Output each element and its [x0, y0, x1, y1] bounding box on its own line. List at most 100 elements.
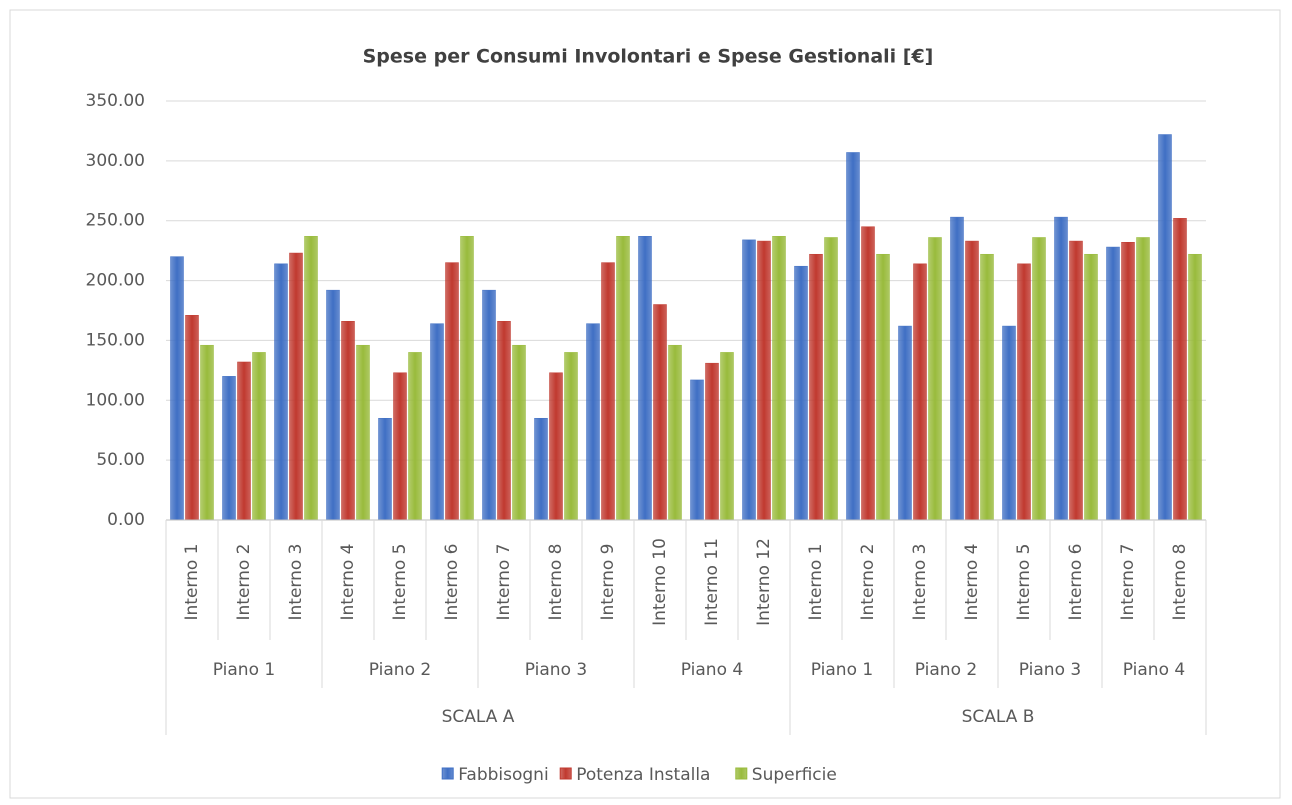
- bar: [1173, 218, 1187, 521]
- bar: [408, 352, 422, 521]
- bar: [252, 352, 266, 521]
- bar: [274, 263, 288, 521]
- x-tick-label: Interno 1: [806, 544, 826, 621]
- bar: [720, 352, 734, 521]
- bar: [965, 240, 979, 521]
- bar: [861, 226, 875, 521]
- bar: [534, 417, 548, 521]
- bar: [846, 152, 860, 521]
- bar: [653, 304, 667, 521]
- y-tick-label: 250.00: [86, 211, 145, 231]
- x-tick-label: Interno 11: [702, 538, 722, 626]
- x-tick-label: Interno 6: [1066, 544, 1086, 621]
- bar: [326, 289, 340, 521]
- bar: [356, 344, 370, 521]
- bar: [757, 240, 771, 521]
- bar: [445, 262, 459, 521]
- legend-label: Potenza Installa: [576, 765, 710, 785]
- bar: [497, 321, 511, 521]
- bar: [794, 265, 808, 521]
- bar: [1032, 237, 1046, 521]
- bar: [304, 236, 318, 521]
- bar: [237, 361, 251, 521]
- bar: [185, 315, 199, 521]
- x-tick-label: Interno 2: [858, 544, 878, 621]
- bar: [705, 362, 719, 521]
- legend-swatch: [441, 767, 454, 780]
- bar: [980, 253, 994, 521]
- bar: [690, 379, 704, 521]
- bar: [601, 262, 615, 521]
- x-tick-label: Interno 1: [182, 544, 202, 621]
- x-tick-label: Interno 7: [494, 544, 514, 621]
- piano-label: Piano 1: [213, 660, 275, 680]
- piano-label: Piano 2: [369, 660, 431, 680]
- bar: [430, 323, 444, 521]
- scala-label: SCALA B: [962, 707, 1035, 727]
- bar: [482, 289, 496, 521]
- y-tick-label: 300.00: [86, 151, 145, 171]
- bar: [742, 239, 756, 521]
- bar: [378, 417, 392, 521]
- piano-label: Piano 1: [811, 660, 873, 680]
- y-tick-label: 100.00: [86, 390, 145, 410]
- x-tick-label: Interno 6: [442, 544, 462, 621]
- bar: [668, 344, 682, 521]
- x-tick-label: Interno 3: [910, 544, 930, 621]
- bar: [564, 352, 578, 521]
- legend-swatch: [559, 767, 572, 780]
- piano-label: Piano 4: [1123, 660, 1185, 680]
- piano-label: Piano 3: [1019, 660, 1081, 680]
- bar: [809, 253, 823, 521]
- x-tick-label: Interno 3: [286, 544, 306, 621]
- bar: [200, 344, 214, 521]
- x-tick-label: Interno 4: [962, 544, 982, 621]
- bar: [222, 376, 236, 521]
- scala-label: SCALA A: [442, 707, 515, 727]
- x-tick-label: Interno 5: [1014, 544, 1034, 621]
- legend-label: Fabbisogni: [458, 765, 549, 785]
- bar: [170, 256, 184, 521]
- x-tick-label: Interno 7: [1118, 544, 1138, 621]
- bar: [460, 236, 474, 521]
- x-tick-label: Interno 2: [234, 544, 254, 621]
- bar: [1017, 263, 1031, 521]
- x-tick-label: Interno 8: [546, 544, 566, 621]
- x-tick-label: Interno 4: [338, 544, 358, 621]
- bar: [913, 263, 927, 521]
- bar: [289, 252, 303, 521]
- piano-label: Piano 4: [681, 660, 743, 680]
- bar: [1084, 253, 1098, 521]
- y-tick-label: 200.00: [86, 271, 145, 291]
- bar: [512, 344, 526, 521]
- bar: [928, 237, 942, 521]
- y-tick-label: 350.00: [86, 91, 145, 111]
- bar: [772, 236, 786, 521]
- y-tick-label: 0.00: [107, 510, 145, 530]
- piano-label: Piano 2: [915, 660, 977, 680]
- bar: [341, 321, 355, 521]
- piano-label: Piano 3: [525, 660, 587, 680]
- bar: [1188, 253, 1202, 521]
- x-tick-label: Interno 12: [754, 538, 774, 626]
- bar: [1069, 240, 1083, 521]
- x-tick-label: Interno 9: [598, 544, 618, 621]
- bar: [1158, 134, 1172, 521]
- x-tick-label: Interno 5: [390, 544, 410, 621]
- legend-swatch: [735, 767, 748, 780]
- bar: [1121, 242, 1135, 521]
- bar: [1054, 216, 1068, 521]
- bar: [824, 237, 838, 521]
- bar: [898, 325, 912, 521]
- chart-title: Spese per Consumi Involontari e Spese Ge…: [363, 46, 934, 68]
- bar: [876, 253, 890, 521]
- bar: [638, 236, 652, 521]
- y-tick-label: 150.00: [86, 330, 145, 350]
- x-tick-label: Interno 10: [650, 538, 670, 626]
- bar: [1136, 237, 1150, 521]
- x-tick-label: Interno 8: [1170, 544, 1190, 621]
- bar: [1106, 246, 1120, 521]
- y-tick-label: 50.00: [96, 450, 145, 470]
